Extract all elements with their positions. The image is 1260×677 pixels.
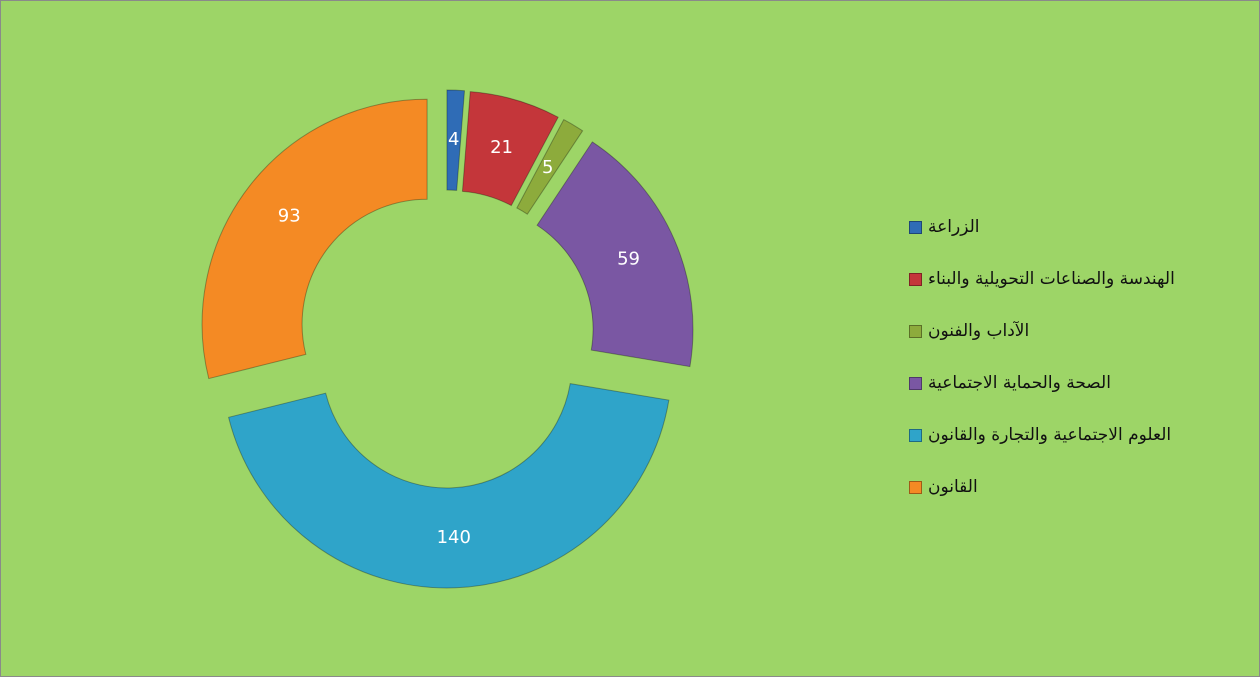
- legend-swatch: [909, 376, 922, 390]
- legend-swatch: [909, 324, 922, 338]
- segment: [446, 89, 466, 191]
- data-label: 5: [542, 157, 553, 178]
- legend-item: الهندسة والصناعات التحويلية والبناء: [909, 253, 1175, 305]
- legend-swatch: [909, 272, 922, 286]
- data-label: 140: [437, 527, 471, 548]
- data-label: 59: [617, 249, 640, 270]
- legend-item: العلوم الاجتماعية والتجارة والقانون: [909, 409, 1175, 461]
- data-label: 21: [490, 137, 513, 158]
- segment: [536, 141, 694, 368]
- data-label: 4: [448, 129, 459, 150]
- legend-label: العلوم الاجتماعية والتجارة والقانون: [928, 425, 1172, 445]
- legend-label: القانون: [928, 477, 978, 497]
- legend: الزراعة الهندسة والصناعات التحويلية والبن…: [909, 201, 1175, 513]
- legend-item: الصحة والحماية الاجتماعية: [909, 357, 1175, 409]
- legend-item: الآداب والفنون: [909, 305, 1175, 357]
- segment: [461, 91, 559, 207]
- segment: [516, 118, 584, 215]
- segment: [227, 383, 670, 589]
- legend-label: الآداب والفنون: [928, 321, 1030, 341]
- legend-swatch: [909, 428, 922, 442]
- legend-label: الزراعة: [928, 217, 980, 237]
- legend-swatch: [909, 480, 922, 494]
- legend-label: الهندسة والصناعات التحويلية والبناء: [928, 269, 1175, 289]
- legend-item: القانون: [909, 461, 1175, 513]
- segment: [201, 98, 428, 380]
- data-label: 93: [278, 205, 301, 226]
- legend-swatch: [909, 220, 922, 234]
- legend-label: الصحة والحماية الاجتماعية: [928, 373, 1111, 393]
- legend-item: الزراعة: [909, 201, 1175, 253]
